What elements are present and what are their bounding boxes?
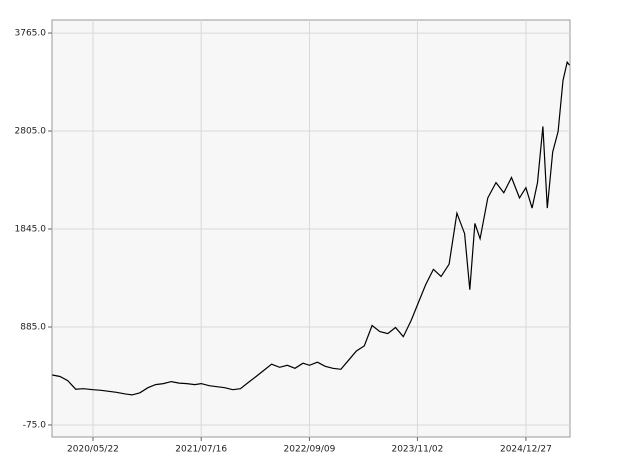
price-line [52, 60, 570, 396]
y-tick-label: -75.0 [23, 420, 47, 430]
x-tick-label: 2022/09/09 [284, 445, 336, 455]
x-tick-label: 2023/11/02 [391, 445, 443, 455]
plot-area [51, 19, 571, 438]
x-tick-label: 2024/12/27 [500, 445, 552, 455]
y-tick-label: 2805.0 [15, 127, 47, 137]
y-tick-label: 1845.0 [15, 225, 47, 235]
x-tick-label: 2021/07/16 [175, 445, 227, 455]
y-tick-label: 3765.0 [15, 29, 47, 39]
x-tick-label: 2020/05/22 [67, 445, 119, 455]
y-tick-label: 885.0 [20, 322, 46, 332]
